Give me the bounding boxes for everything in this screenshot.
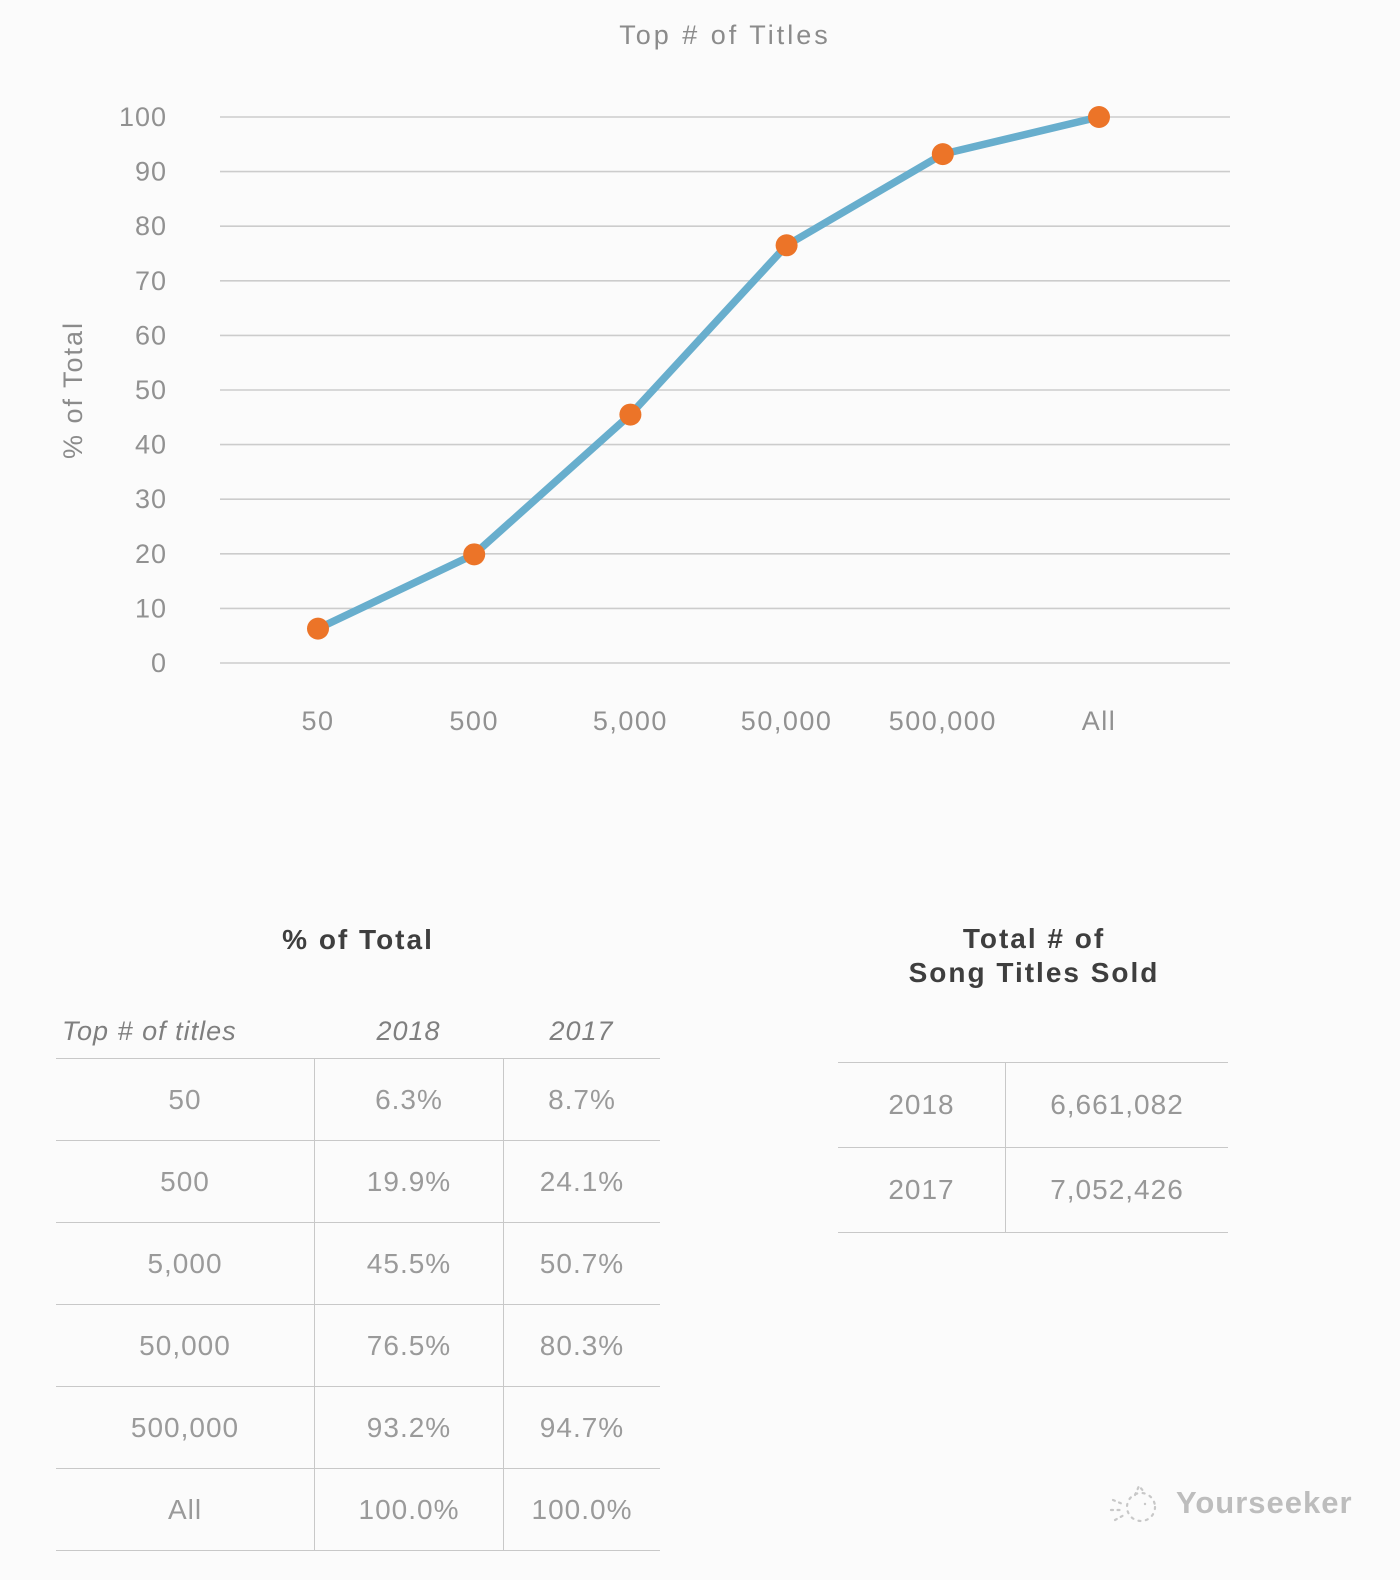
- table-cell: 5,000: [56, 1222, 314, 1304]
- y-tick-label: 10: [135, 593, 167, 623]
- chart-plot-area: 0 10 20 30 40 50 60 70 80 90 100 50 500 5,000 50,000 50…: [119, 102, 1230, 736]
- totals-table: 2018 6,661,082 2017 7,052,426: [838, 1062, 1228, 1233]
- y-tick-label: 80: [135, 211, 167, 241]
- y-axis-title: % of Total: [58, 320, 88, 460]
- table-cell: 80.3%: [503, 1304, 660, 1386]
- totals-table-title-line2: Song Titles Sold: [908, 957, 1160, 988]
- series-line: [314, 113, 1103, 633]
- table-cell: 500,000: [56, 1386, 314, 1468]
- table-cell: 50,000: [56, 1304, 314, 1386]
- y-tick-label: 100: [119, 102, 167, 132]
- data-point: [619, 403, 642, 426]
- watermark-label: Yourseeker: [1176, 1485, 1353, 1520]
- table-cell: 93.2%: [314, 1386, 503, 1468]
- data-point: [463, 543, 486, 566]
- table-cell: 19.9%: [314, 1140, 503, 1222]
- table-cell: 8.7%: [503, 1058, 660, 1140]
- x-tick-label: 5,000: [593, 706, 668, 736]
- year-cell: 2018: [838, 1062, 1005, 1147]
- table-cell: 45.5%: [314, 1222, 503, 1304]
- data-point: [931, 143, 954, 166]
- totals-table-title-line1: Total # of: [962, 923, 1106, 954]
- watermark: Yourseeker: [1104, 1472, 1353, 1534]
- y-tick-label: 20: [135, 539, 167, 569]
- totals-table-title: Total # of Song Titles Sold: [838, 922, 1230, 990]
- y-tick-label: 40: [135, 430, 167, 460]
- table-cell: 100.0%: [503, 1468, 660, 1551]
- cat-doodle-icon: [1109, 1483, 1157, 1523]
- column-header: Top # of titles: [62, 1016, 237, 1046]
- x-tick-label: 50,000: [741, 706, 833, 736]
- table-cell: 94.7%: [503, 1386, 660, 1468]
- value-cell: 6,661,082: [1005, 1062, 1228, 1147]
- y-tick-label: 50: [135, 375, 167, 405]
- year-cell: 2017: [838, 1147, 1005, 1233]
- column-header: 2018: [376, 1016, 441, 1046]
- y-tick-label: 60: [135, 320, 167, 350]
- x-tick-label: 500,000: [889, 706, 997, 736]
- y-tick-label: 30: [135, 484, 167, 514]
- chart-title: Top # of Titles: [619, 20, 831, 50]
- table-cell: 6.3%: [314, 1058, 503, 1140]
- percent-table: Top # of titles 2018 2017 50 6.3% 8.7% 500 19.9…: [56, 1005, 660, 1551]
- table-cell: All: [56, 1468, 314, 1551]
- table-cell: 50: [56, 1058, 314, 1140]
- table-cell: 100.0%: [314, 1468, 503, 1551]
- table-cell: 50.7%: [503, 1222, 660, 1304]
- data-point: [307, 617, 329, 640]
- column-header: 2017: [549, 1016, 614, 1046]
- y-tick-label: 90: [135, 157, 167, 187]
- x-tick-label: All: [1082, 706, 1117, 736]
- table-cell: 500: [56, 1140, 314, 1222]
- percent-table-title: % of Total: [282, 924, 434, 955]
- table-cell: 76.5%: [314, 1304, 503, 1386]
- table-cell: 24.1%: [503, 1140, 660, 1222]
- y-tick-label: 0: [151, 648, 167, 678]
- value-cell: 7,052,426: [1005, 1147, 1228, 1233]
- data-point: [1088, 106, 1110, 128]
- data-point: [775, 234, 798, 257]
- x-tick-label: 500: [449, 706, 499, 736]
- x-tick-label: 50: [301, 706, 334, 736]
- y-tick-label: 70: [135, 266, 167, 296]
